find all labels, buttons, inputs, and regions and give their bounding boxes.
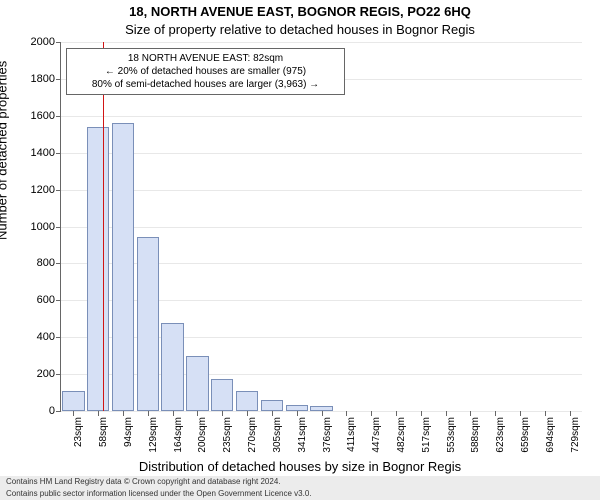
x-tick-label: 341sqm — [297, 417, 308, 453]
y-tick — [56, 42, 61, 43]
histogram-bar — [211, 379, 233, 411]
x-tick — [197, 411, 198, 416]
y-tick-label: 1600 — [31, 110, 55, 122]
y-tick-label: 1800 — [31, 73, 55, 85]
x-tick-label: 588sqm — [470, 417, 481, 453]
x-tick-label: 235sqm — [222, 417, 233, 453]
y-tick — [56, 263, 61, 264]
x-tick — [371, 411, 372, 416]
annotation-line: ← 20% of detached houses are smaller (97… — [73, 65, 338, 78]
gridline — [61, 116, 582, 117]
x-tick-label: 553sqm — [446, 417, 457, 453]
x-tick — [297, 411, 298, 416]
x-tick — [470, 411, 471, 416]
x-tick — [322, 411, 323, 416]
annotation-box: 18 NORTH AVENUE EAST: 82sqm← 20% of deta… — [66, 48, 345, 95]
x-tick — [272, 411, 273, 416]
gridline — [61, 42, 582, 43]
y-tick-label: 1000 — [31, 221, 55, 233]
x-tick-label: 623sqm — [495, 417, 506, 453]
x-tick — [396, 411, 397, 416]
y-axis-label: Number of detached properties — [0, 61, 10, 240]
histogram-bar — [161, 323, 183, 411]
y-tick — [56, 116, 61, 117]
x-tick-label: 200sqm — [197, 417, 208, 453]
x-tick-label: 270sqm — [247, 417, 258, 453]
x-tick — [570, 411, 571, 416]
y-tick-label: 600 — [37, 294, 55, 306]
histogram-bar — [137, 237, 159, 411]
x-tick-label: 129sqm — [148, 417, 159, 453]
y-tick — [56, 153, 61, 154]
x-tick — [148, 411, 149, 416]
reference-marker — [103, 42, 104, 411]
histogram-bar — [261, 400, 283, 411]
x-tick — [247, 411, 248, 416]
y-tick-label: 1400 — [31, 147, 55, 159]
x-tick-label: 411sqm — [346, 417, 357, 452]
footer-line-2: Contains public sector information licen… — [6, 488, 600, 500]
y-tick — [56, 374, 61, 375]
x-tick-label: 729sqm — [570, 417, 581, 453]
x-tick — [73, 411, 74, 416]
chart-container: 18, NORTH AVENUE EAST, BOGNOR REGIS, PO2… — [0, 0, 600, 500]
x-tick-label: 482sqm — [396, 417, 407, 453]
histogram-bar — [112, 123, 134, 411]
gridline — [61, 190, 582, 191]
y-tick — [56, 411, 61, 412]
chart-supertitle: 18, NORTH AVENUE EAST, BOGNOR REGIS, PO2… — [0, 4, 600, 19]
gridline — [61, 153, 582, 154]
x-tick — [421, 411, 422, 416]
annotation-line: 18 NORTH AVENUE EAST: 82sqm — [73, 52, 338, 65]
y-tick-label: 0 — [49, 405, 55, 417]
x-tick — [346, 411, 347, 416]
histogram-bar — [87, 127, 109, 411]
gridline — [61, 227, 582, 228]
histogram-bar — [62, 391, 84, 411]
x-tick-label: 94sqm — [123, 417, 134, 447]
x-tick — [446, 411, 447, 416]
y-tick — [56, 190, 61, 191]
y-tick-label: 2000 — [31, 36, 55, 48]
y-tick-label: 800 — [37, 257, 55, 269]
footer: Contains HM Land Registry data © Crown c… — [0, 476, 600, 500]
histogram-bar — [236, 391, 258, 411]
histogram-bar — [186, 356, 208, 411]
x-tick-label: 659sqm — [520, 417, 531, 453]
plot-area: 020040060080010001200140016001800200023s… — [60, 42, 582, 412]
footer-line-1: Contains HM Land Registry data © Crown c… — [6, 476, 600, 488]
x-tick-label: 305sqm — [272, 417, 283, 453]
chart-title: Size of property relative to detached ho… — [0, 22, 600, 37]
x-tick — [173, 411, 174, 416]
x-tick-label: 376sqm — [322, 417, 333, 453]
y-tick-label: 1200 — [31, 184, 55, 196]
y-tick — [56, 227, 61, 228]
x-tick-label: 58sqm — [98, 417, 109, 447]
x-tick-label: 447sqm — [371, 417, 382, 453]
y-tick — [56, 300, 61, 301]
x-tick — [520, 411, 521, 416]
x-tick-label: 23sqm — [73, 417, 84, 447]
y-tick-label: 200 — [37, 368, 55, 380]
x-tick — [495, 411, 496, 416]
annotation-line: 80% of semi-detached houses are larger (… — [73, 78, 338, 91]
x-tick — [98, 411, 99, 416]
y-tick — [56, 337, 61, 338]
x-tick-label: 164sqm — [173, 417, 184, 453]
y-tick — [56, 79, 61, 80]
x-tick — [545, 411, 546, 416]
x-tick — [222, 411, 223, 416]
x-tick-label: 517sqm — [421, 417, 432, 453]
x-tick-label: 694sqm — [545, 417, 556, 453]
x-axis-label: Distribution of detached houses by size … — [0, 459, 600, 474]
y-tick-label: 400 — [37, 331, 55, 343]
x-tick — [123, 411, 124, 416]
